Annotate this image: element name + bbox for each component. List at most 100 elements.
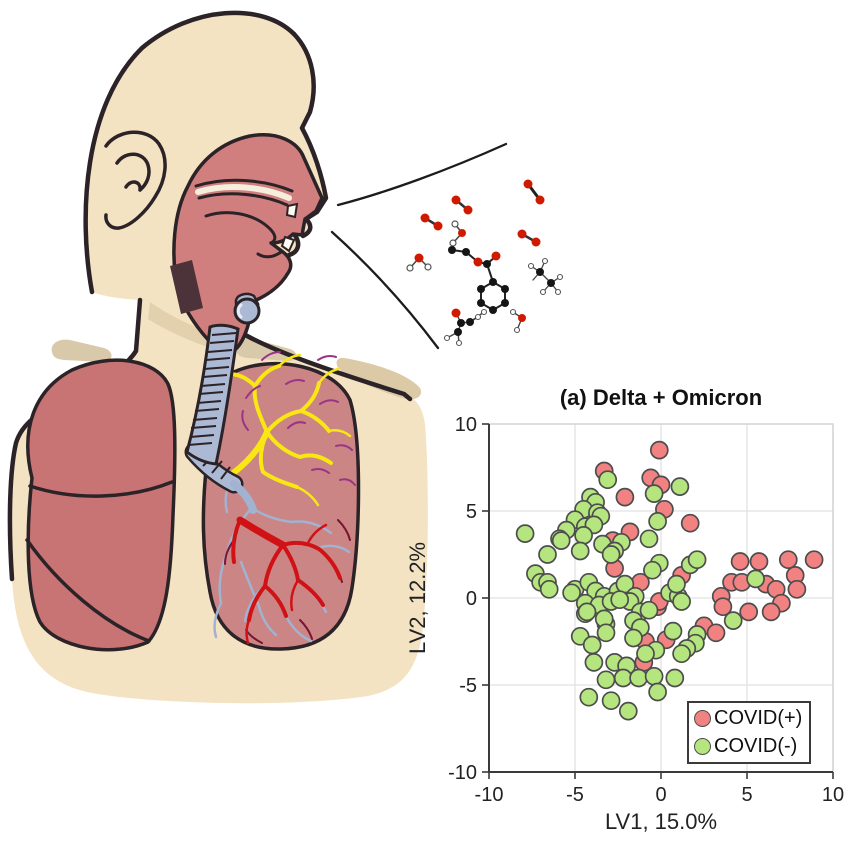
small-voc-molecule-icon: [443, 308, 488, 347]
scatter-point-covid-positive: [761, 602, 781, 622]
scatter-point-covid-negative: [582, 635, 602, 655]
aromatic-voc-molecule-icon: [448, 246, 509, 314]
scatter-point-covid-negative: [670, 477, 690, 496]
scatter-point-covid-negative: [610, 590, 630, 610]
collarbone-left: [51, 339, 112, 362]
oxygen-molecule-icon: [517, 229, 541, 247]
scatter-point-covid-negative: [574, 526, 593, 545]
chart-title: (a) Delta + Omicron: [559, 385, 763, 410]
scatter-point-covid-negative: [577, 602, 597, 622]
small-voc-molecule-icon: [449, 220, 466, 247]
bronchial-tree-red: [231, 516, 342, 645]
scatter-point-covid-negative: [601, 545, 621, 564]
scatter-point-covid-negative: [672, 644, 691, 664]
y-tick-label: 5: [466, 501, 477, 523]
scatter-point-covid-negative: [539, 579, 559, 599]
scatter-point-covid-positive: [778, 550, 798, 570]
jaw-neck-shoulder-outline: [231, 296, 413, 402]
y-tick-label: 10: [455, 414, 477, 436]
bronchial-tree-yellow: [211, 353, 352, 507]
neck-muscle-strip: [170, 260, 203, 314]
scatter-point-covid-positive: [649, 440, 669, 460]
capillary-speckles: [241, 351, 356, 486]
small-voc-molecule-icon: [527, 257, 564, 296]
bronchus-into-lung: [230, 480, 257, 514]
scatter-point-covid-negative: [515, 524, 535, 543]
scatter-point-covid-negative: [644, 666, 664, 686]
legend-row-covid-negative: COVID(-): [689, 733, 809, 760]
exhaled-breath-lines: [330, 142, 508, 350]
trachea-rings: [187, 332, 237, 446]
scatter-point-covid-negative: [723, 611, 743, 630]
x-tick-label: 0: [655, 784, 666, 806]
oxygen-molecule-icon: [523, 179, 545, 205]
oxygen-molecule-icon: [420, 213, 443, 231]
scatter-point-covid-negative: [687, 550, 707, 570]
scatter-point-covid-negative: [570, 541, 590, 561]
legend-label: COVID(-): [714, 735, 798, 757]
scatter-point-covid-negative: [746, 569, 765, 589]
head-outline: [83, 10, 297, 295]
scatter-point-covid-negative: [618, 701, 638, 721]
oxygen-molecule-icon: [451, 195, 473, 215]
scatter-point-covid-negative: [648, 512, 667, 531]
scatter-point-covid-negative: [538, 545, 557, 564]
teeth-icon: [280, 202, 299, 253]
exhaled-molecules: [406, 179, 564, 347]
covid-negative-marker-icon: [694, 738, 711, 755]
chest-shadow: [336, 357, 422, 400]
scatter-point-covid-negative: [639, 529, 659, 549]
scatter-point-covid-positive: [804, 550, 824, 570]
legend-label: COVID(+): [714, 707, 803, 729]
left-lung-lobe-lines: [25, 480, 174, 643]
human-respiratory-illustration: [7, 10, 564, 704]
scatter-point-covid-negative: [667, 574, 686, 594]
small-voc-molecule-icon: [509, 308, 526, 334]
scatter-point-covid-negative: [624, 628, 643, 648]
scatter-point-covid-negative: [601, 691, 621, 711]
covid-positive-marker-icon: [694, 710, 711, 727]
scatter-point-covid-negative: [551, 531, 571, 550]
chart-legend: COVID(+) COVID(-): [687, 701, 811, 764]
tongue-line: [204, 211, 283, 259]
palate-highlight: [195, 184, 292, 201]
scatter-point-covid-positive: [706, 623, 726, 643]
scatter-point-covid-negative: [562, 583, 581, 603]
scatter-point-covid-negative: [672, 592, 691, 611]
scatter-chart-panel: (a) Delta + Omicron LV2, 12.2% -10 -5 0 5 10…: [400, 385, 864, 864]
left-lung: [26, 358, 177, 652]
scatter-point-covid-negative: [584, 653, 604, 672]
larynx-ring-highlight: [236, 303, 243, 319]
scatter-point-covid-negative: [598, 470, 618, 490]
x-tick-label: 10: [822, 784, 844, 806]
y-tick-label: 0: [466, 588, 477, 610]
scatter-plot-canvas: -10 -5 0 5 10 10 5 0 -5 -10: [448, 414, 844, 806]
y-tick-label: -5: [459, 675, 477, 697]
scatter-point-covid-negative: [644, 484, 664, 503]
scatter-point-covid-negative: [596, 670, 616, 690]
palate-lines: [194, 178, 294, 207]
scatter-point-covid-negative: [636, 644, 655, 664]
y-tick-label: -10: [448, 762, 477, 784]
x-axis-label: LV1, 15.0%: [604, 809, 718, 834]
legend-row-covid-positive: COVID(+): [689, 705, 809, 732]
scatter-point-covid-negative: [665, 668, 685, 688]
x-tick-label: -5: [566, 784, 584, 806]
scatter-point-covid-positive: [787, 579, 807, 599]
ear-icon: [104, 130, 167, 230]
scatter-point-covid-positive: [615, 487, 635, 507]
scatter-point-covid-positive: [680, 513, 700, 533]
scatter-point-covid-positive: [713, 597, 733, 617]
scatter-point-covid-negative: [663, 621, 683, 641]
scatter-point-covid-positive: [739, 602, 759, 622]
scatter-point-covid-positive: [749, 552, 769, 571]
scatter-point-covid-negative: [639, 600, 659, 620]
scatter-point-covid-negative: [643, 560, 662, 580]
right-lung: [201, 361, 361, 651]
scatter-point-covid-negative: [596, 623, 616, 643]
scatter-point-covid-negative: [648, 682, 667, 702]
collarbone-right: [235, 338, 297, 361]
x-tick-label: -10: [475, 784, 504, 806]
small-voc-molecule-icon: [406, 253, 432, 272]
